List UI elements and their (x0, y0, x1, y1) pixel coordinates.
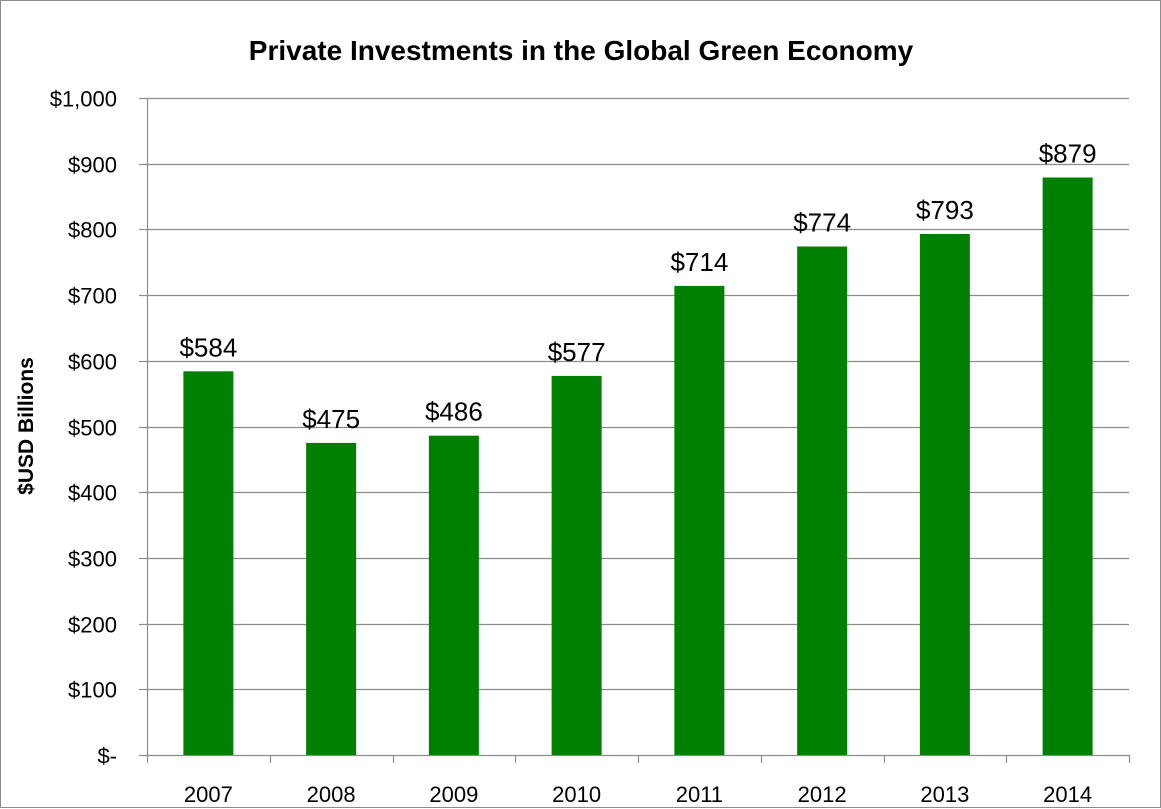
y-tick-label: $900 (68, 153, 117, 178)
bar-2014 (1042, 177, 1093, 755)
data-label: $486 (425, 397, 483, 427)
x-tick-label: 2007 (184, 782, 233, 807)
bar-2010 (551, 375, 602, 755)
bar-2009 (428, 435, 479, 755)
y-tick-label: $300 (68, 547, 117, 572)
data-label: $793 (916, 195, 974, 225)
y-tick-label: $600 (68, 350, 117, 375)
gridlines (147, 97, 1129, 691)
y-tick-label: $700 (68, 284, 117, 309)
chart-title: Private Investments in the Global Green … (249, 35, 914, 66)
data-label: $577 (548, 337, 606, 367)
x-tick-label: 2008 (307, 782, 356, 807)
y-tick-label: $200 (68, 613, 117, 638)
x-tick-label: 2014 (1043, 782, 1092, 807)
data-label: $774 (793, 207, 851, 237)
x-tick-labels: 2007 2008 2009 2010 2011 2012 2013 2014 (184, 782, 1092, 807)
data-label: $584 (179, 332, 237, 362)
x-tick-label: 2012 (798, 782, 847, 807)
y-tick-label: $800 (68, 218, 117, 243)
x-tick-label: 2009 (429, 782, 478, 807)
bar-2013 (919, 233, 970, 755)
bar-2012 (797, 246, 848, 755)
y-tick-labels: $- $100 $200 $300 $400 $500 $600 $700 $800 $900 $1… (50, 87, 117, 769)
bars (183, 177, 1093, 755)
y-tick-label: $1,000 (50, 87, 117, 112)
data-label: $714 (670, 247, 728, 277)
y-axis-label: $USD Billions (15, 357, 38, 495)
y-tick-label: $500 (68, 416, 117, 441)
bar-2011 (674, 285, 725, 755)
x-tick-label: 2011 (676, 782, 723, 807)
data-label: $879 (1039, 138, 1097, 168)
x-tick-label: 2013 (920, 782, 969, 807)
x-tick-label: 2010 (552, 782, 601, 807)
data-labels: $584 $475 $486 $577 $714 $774 $793 $879 (179, 138, 1096, 433)
axes (139, 97, 1131, 763)
y-tick-label: $100 (68, 678, 117, 703)
y-tick-label: $- (97, 744, 117, 769)
data-label: $475 (302, 404, 360, 434)
y-tick-label: $400 (68, 481, 117, 506)
bar-2008 (306, 442, 357, 755)
bar-2007 (183, 371, 234, 755)
